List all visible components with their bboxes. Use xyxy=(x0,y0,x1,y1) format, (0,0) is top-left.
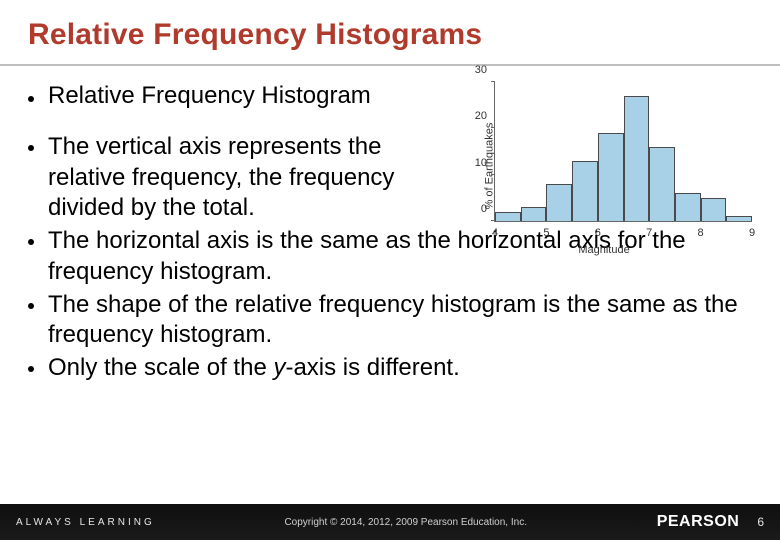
chart-bar xyxy=(495,212,521,221)
chart-xtick: 8 xyxy=(698,227,704,239)
chart-ytick: 10 xyxy=(459,157,487,169)
page-number: 6 xyxy=(757,515,764,529)
slide: Relative Frequency Histograms Relative F… xyxy=(0,0,780,540)
chart-ytick: 0 xyxy=(459,203,487,215)
bullet-dot-icon xyxy=(28,366,34,372)
bullet-item: Only the scale of the y-axis is differen… xyxy=(28,353,752,384)
bullet-item: The shape of the relative frequency hist… xyxy=(28,290,752,351)
chart-bar xyxy=(624,96,650,221)
always-learning-label: ALWAYS LEARNING xyxy=(16,517,155,528)
title-divider xyxy=(0,64,780,66)
bullet-dot-icon xyxy=(28,145,34,151)
chart-bar xyxy=(726,216,752,221)
chart-ytick-mark xyxy=(491,174,495,175)
chart-plot-area: 0102030456789 xyxy=(494,82,752,222)
bullet-dot-icon xyxy=(28,239,34,245)
chart-xtick: 6 xyxy=(595,227,601,239)
pearson-logo: PEARSON xyxy=(657,513,740,531)
chart-ytick: 30 xyxy=(459,64,487,76)
chart-xtick: 5 xyxy=(543,227,549,239)
chart-xtick: 4 xyxy=(492,227,498,239)
chart-bar xyxy=(572,161,598,221)
chart-bar xyxy=(546,184,572,221)
chart-xtick: 7 xyxy=(646,227,652,239)
bullet-text: The vertical axis represents the relativ… xyxy=(48,132,418,224)
chart-bar xyxy=(675,193,701,221)
chart-ytick-mark xyxy=(491,81,495,82)
chart-bar xyxy=(521,207,547,221)
footer-bar: ALWAYS LEARNING Copyright © 2014, 2012, … xyxy=(0,504,780,540)
chart-bars xyxy=(495,82,752,221)
chart-bar xyxy=(701,198,727,221)
histogram-chart: % of Earthquakes 0102030456789 Magnitude xyxy=(448,76,760,256)
chart-ytick-mark xyxy=(491,127,495,128)
copyright-text: Copyright © 2014, 2012, 2009 Pearson Edu… xyxy=(155,517,657,528)
lead-bullet-text: Relative Frequency Histogram xyxy=(48,82,371,110)
chart-ytick-mark xyxy=(491,220,495,221)
chart-ytick: 20 xyxy=(459,110,487,122)
chart-xlabel: Magnitude xyxy=(578,244,629,256)
chart-bar xyxy=(649,147,675,221)
bullet-text: The shape of the relative frequency hist… xyxy=(48,290,752,351)
bullet-dot-icon xyxy=(28,303,34,309)
chart-xtick: 9 xyxy=(749,227,755,239)
page-title: Relative Frequency Histograms xyxy=(0,0,780,52)
bullet-text: Only the scale of the y-axis is differen… xyxy=(48,353,752,384)
bullet-dot-icon xyxy=(28,96,34,102)
chart-bar xyxy=(598,133,624,221)
